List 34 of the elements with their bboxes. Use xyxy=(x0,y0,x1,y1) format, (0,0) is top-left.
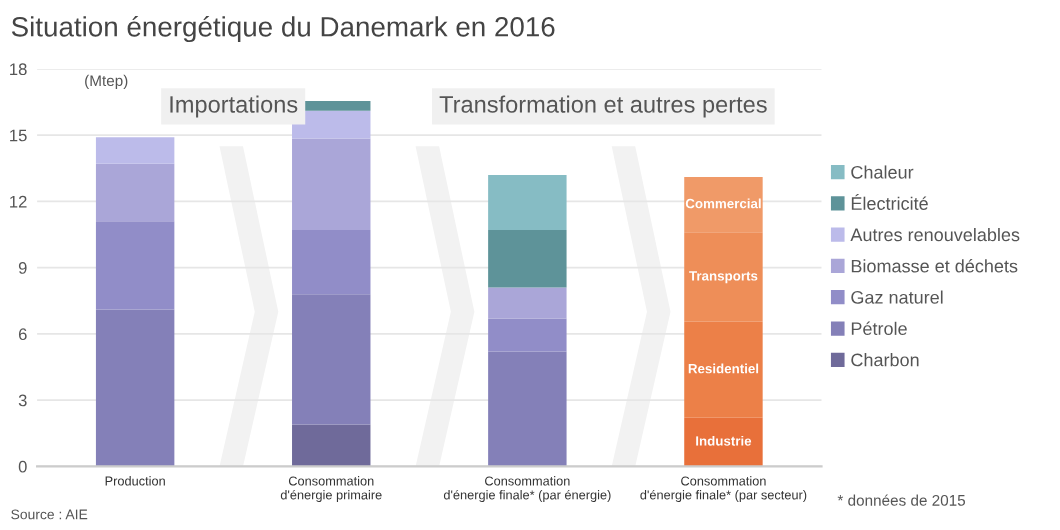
bar xyxy=(95,163,175,222)
y-tick-label: 3 xyxy=(18,394,27,407)
bar xyxy=(292,424,371,467)
bar xyxy=(488,174,567,231)
legend-label: Charbon xyxy=(851,353,919,367)
legend-label: Autres renouvelables xyxy=(850,227,1020,242)
y-tick-label: 9 xyxy=(18,262,27,274)
bar xyxy=(292,138,371,231)
y-tick-label: 12 xyxy=(10,195,27,208)
chart-title: Situation énergétique du Danemark en 2016 xyxy=(11,15,555,43)
bar xyxy=(684,417,763,467)
legend-label: Électricité xyxy=(851,194,928,210)
bar xyxy=(292,294,371,425)
y-tick-label: 15 xyxy=(10,129,27,142)
annotation: Importations xyxy=(170,95,298,118)
bar xyxy=(488,230,567,288)
bar xyxy=(95,137,175,164)
y-tick-label: 18 xyxy=(10,63,27,76)
bar xyxy=(488,351,567,467)
legend-label: Biomasse et déchets xyxy=(851,259,1018,273)
y-tick-label: 6 xyxy=(18,328,27,341)
bar xyxy=(488,318,567,352)
legend-label: Gaz naturel xyxy=(851,290,943,304)
y-tick-label: 0 xyxy=(18,460,27,473)
bar xyxy=(684,232,763,322)
legend-label: Chaleur xyxy=(851,165,914,179)
bar xyxy=(488,287,567,319)
bar xyxy=(684,177,763,233)
bar xyxy=(95,309,175,467)
annotation: Transformation et autres pertes xyxy=(439,95,767,118)
bar xyxy=(95,221,175,310)
bar xyxy=(292,230,371,295)
bar xyxy=(684,321,763,418)
legend-label: Pétrole xyxy=(851,321,907,336)
